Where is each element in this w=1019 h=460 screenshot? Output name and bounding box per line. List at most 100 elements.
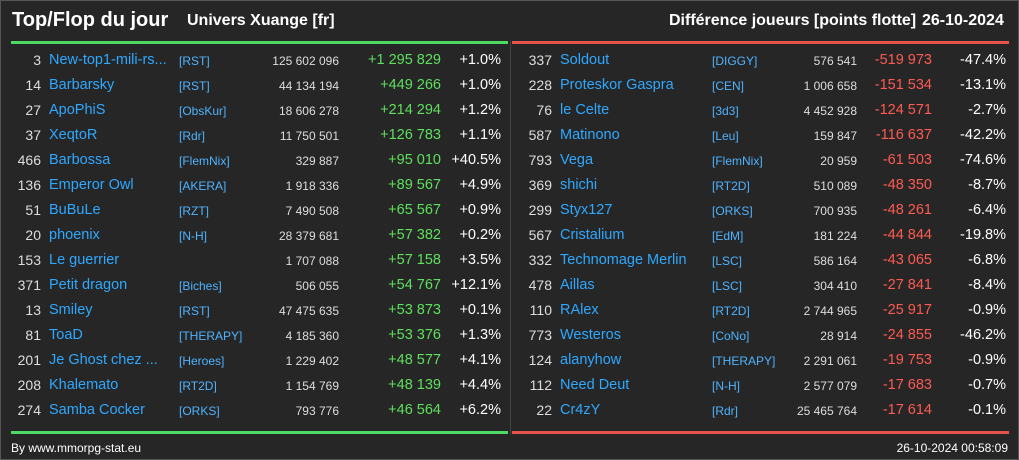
alliance-tag-link[interactable]: [N-H]	[712, 379, 740, 393]
top-row: 51 BuBuLe [RZT] 7 490 508 +65 567 +0.9%	[1, 198, 510, 223]
alliance-tag-link[interactable]: [LSC]	[712, 254, 743, 268]
alliance-tag-link[interactable]: [LSC]	[712, 279, 743, 293]
alliance-tag-link[interactable]: [N-H]	[179, 229, 207, 243]
player-rank: 299	[528, 202, 552, 218]
alliance-tag-link[interactable]: [RST]	[179, 54, 210, 68]
player-name-link[interactable]: Barbossa	[49, 152, 111, 168]
top-row: 208 Khalemato [RT2D] 1 154 769 +48 139 +4.4%	[1, 373, 510, 398]
player-name-link[interactable]: RAlex	[560, 302, 599, 318]
alliance-tag-link[interactable]: [RST]	[179, 79, 210, 93]
alliance-tag-link[interactable]: [RT2D]	[712, 179, 750, 193]
alliance-tag-link[interactable]: [ORKS]	[712, 204, 753, 218]
percent-change: +12.1%	[451, 277, 501, 293]
percent-change: -6.4%	[968, 202, 1006, 218]
percent-change: +0.1%	[459, 302, 501, 318]
alliance-tag-link[interactable]: [EdM]	[712, 229, 744, 243]
points-delta: +126 783	[380, 127, 441, 143]
player-points: 1 229 402	[285, 354, 339, 368]
player-points: 11 750 501	[279, 129, 339, 143]
alliance-tag-link[interactable]: [ORKS]	[179, 404, 220, 418]
percent-change: -0.1%	[968, 402, 1006, 418]
player-name-link[interactable]: Emperor Owl	[49, 177, 134, 193]
points-delta: -25 917	[882, 302, 932, 318]
player-points: 28 379 681	[278, 229, 339, 243]
player-name-link[interactable]: alanyhow	[560, 352, 622, 368]
alliance-tag-link[interactable]: [THERAPY]	[712, 354, 776, 368]
alliance-tag-link[interactable]: [FlemNix]	[712, 154, 763, 168]
alliance-tag-link[interactable]: [3d3]	[712, 104, 739, 118]
flop-row: 793 Vega [FlemNix] 20 959 -61 503 -74.6%	[512, 148, 1018, 173]
player-name-link[interactable]: Need Deut	[560, 377, 630, 393]
player-name-link[interactable]: Technomage Merlin	[560, 252, 687, 268]
player-rank: 369	[528, 177, 552, 193]
universe-label: Univers Xuange [fr]	[187, 12, 335, 29]
player-rank: 112	[529, 377, 552, 393]
player-name-link[interactable]: ToaD	[49, 327, 83, 343]
player-name-link[interactable]: shichi	[560, 177, 598, 193]
percent-change: +0.2%	[459, 227, 501, 243]
player-name-link[interactable]: Smiley	[49, 302, 93, 318]
player-name-link[interactable]: Samba Cocker	[49, 402, 145, 418]
alliance-tag-link[interactable]: [THERAPY]	[179, 329, 243, 343]
player-name-link[interactable]: Matinono	[560, 127, 620, 143]
player-points: 793 776	[295, 404, 339, 418]
header-date: 26-10-2024	[922, 12, 1004, 29]
player-rank: 274	[17, 402, 41, 418]
alliance-tag-link[interactable]: [Rdr]	[179, 129, 206, 143]
points-delta: -519 973	[874, 52, 932, 68]
percent-change: -0.9%	[968, 302, 1006, 318]
flop-row: 299 Styx127 [ORKS] 700 935 -48 261 -6.4%	[512, 198, 1018, 223]
player-name-link[interactable]: Aillas	[560, 277, 595, 293]
player-name-link[interactable]: Proteskor Gaspra	[560, 77, 674, 93]
player-points: 125 602 096	[272, 54, 339, 68]
player-name-link[interactable]: Barbarsky	[49, 77, 115, 93]
percent-change: -42.2%	[960, 127, 1006, 143]
points-delta: +65 567	[388, 202, 441, 218]
player-name-link[interactable]: Cr4zY	[560, 402, 601, 418]
alliance-tag-link[interactable]: [DIGGY]	[712, 54, 758, 68]
player-name-link[interactable]: New-top1-mili-rs...	[49, 52, 167, 68]
player-rank: 27	[25, 102, 41, 118]
alliance-tag-link[interactable]: [Heroes]	[179, 354, 225, 368]
alliance-tag-link[interactable]: [CEN]	[712, 79, 745, 93]
alliance-tag-link[interactable]: [Rdr]	[712, 404, 739, 418]
alliance-tag-link[interactable]: [FlemNix]	[179, 154, 230, 168]
player-name-link[interactable]: Soldout	[560, 52, 610, 68]
player-name-link[interactable]: XeqtoR	[49, 127, 98, 143]
points-delta: +48 139	[388, 377, 441, 393]
player-points: 4 452 928	[803, 104, 857, 118]
alliance-tag-link[interactable]: [Biches]	[179, 279, 222, 293]
percent-change: -0.7%	[968, 377, 1006, 393]
player-name-link[interactable]: Khalemato	[49, 377, 119, 393]
player-name-link[interactable]: le Celte	[560, 102, 610, 118]
alliance-tag-link[interactable]: [RZT]	[179, 204, 209, 218]
alliance-tag-link[interactable]: [RT2D]	[712, 304, 750, 318]
player-name-link[interactable]: Vega	[560, 152, 594, 168]
alliance-tag-link[interactable]: [AKERA]	[179, 179, 227, 193]
player-name-link[interactable]: phoenix	[49, 227, 100, 243]
player-name-link[interactable]: Styx127	[560, 202, 613, 218]
player-rank: 13	[25, 302, 41, 318]
player-rank: 793	[528, 152, 552, 168]
percent-change: +1.2%	[459, 102, 501, 118]
player-rank: 153	[17, 252, 41, 268]
header: Top/Flop du jour Univers Xuange [fr] Dif…	[1, 1, 1018, 41]
alliance-tag-link[interactable]: [RT2D]	[179, 379, 217, 393]
flop-row: 587 Matinono [Leu] 159 847 -116 637 -42.2%	[512, 123, 1018, 148]
player-name-link[interactable]: Cristalium	[560, 227, 625, 243]
player-name-link[interactable]: BuBuLe	[49, 202, 101, 218]
top-row: 371 Petit dragon [Biches] 506 055 +54 767 +12…	[1, 273, 510, 298]
alliance-tag-link[interactable]: [CoNo]	[712, 329, 750, 343]
player-name-link[interactable]: Le guerrier	[49, 252, 120, 268]
player-name-link[interactable]: Je Ghost chez ...	[49, 352, 158, 368]
player-points: 1 918 336	[285, 179, 339, 193]
player-name-link[interactable]: ApoPhiS	[49, 102, 106, 118]
player-name-link[interactable]: Petit dragon	[49, 277, 128, 293]
alliance-tag-link[interactable]: [ObsKur]	[179, 104, 227, 118]
player-name-link[interactable]: Westeros	[560, 327, 621, 343]
alliance-tag-link[interactable]: [RST]	[179, 304, 210, 318]
percent-change: +40.5%	[451, 152, 501, 168]
alliance-tag-link[interactable]: [Leu]	[712, 129, 739, 143]
points-delta: -124 571	[874, 102, 932, 118]
column-divider	[510, 41, 511, 434]
